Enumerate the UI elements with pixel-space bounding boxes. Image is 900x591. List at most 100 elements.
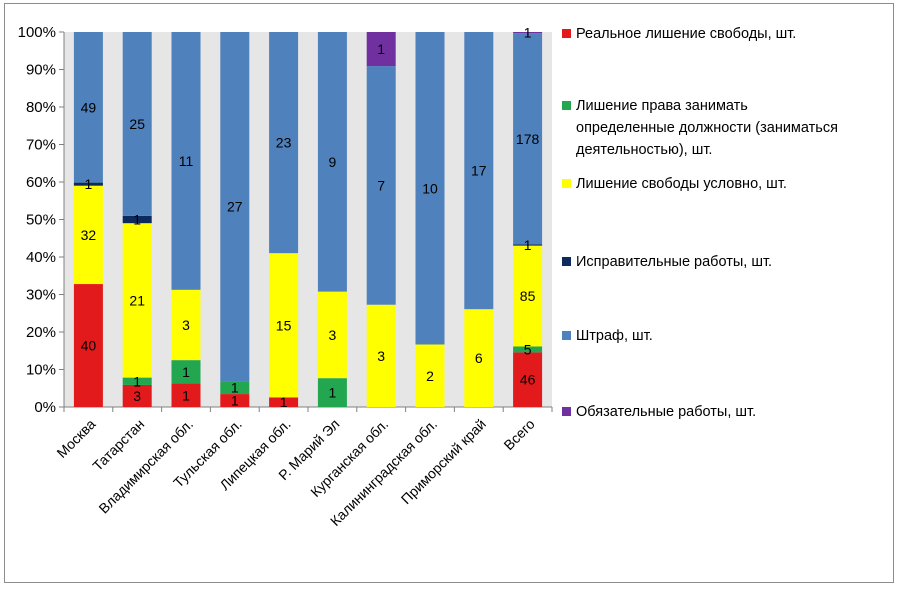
legend-label: Лишение свободы условно, шт. xyxy=(576,176,787,192)
bar-segment xyxy=(220,32,250,382)
data-label: 1 xyxy=(133,212,141,228)
data-label: 11 xyxy=(179,153,194,169)
category-label: Всего xyxy=(500,416,537,453)
bar-segment xyxy=(73,284,103,407)
data-label: 9 xyxy=(329,154,337,170)
data-label: 6 xyxy=(475,350,483,366)
data-label: 3 xyxy=(377,348,385,364)
legend-swatch xyxy=(562,179,571,188)
bar-segment xyxy=(269,253,299,398)
category-label: Москва xyxy=(53,416,98,461)
legend-label: Штраф, шт. xyxy=(576,328,653,344)
legend-label: определенные должности (заниматься xyxy=(576,120,838,136)
data-label: 1 xyxy=(231,393,239,409)
bar-segment xyxy=(366,32,396,67)
data-label: 1 xyxy=(231,380,239,396)
bar-segment xyxy=(269,32,299,254)
y-tick-label: 40% xyxy=(26,249,56,266)
bar-segment xyxy=(317,291,347,379)
data-label: 1 xyxy=(133,373,141,389)
y-tick-label: 70% xyxy=(26,137,56,154)
bar-segment xyxy=(317,378,347,407)
bar-segment xyxy=(513,33,543,245)
legend-label: Обязательные работы, шт. xyxy=(576,404,756,420)
data-label: 5 xyxy=(524,341,532,357)
y-tick-label: 80% xyxy=(26,99,56,116)
bar-segment xyxy=(220,381,250,395)
data-label: 46 xyxy=(520,372,536,388)
bar-segment xyxy=(464,309,494,407)
legend-label: Реальное лишение свободы, шт. xyxy=(576,26,796,42)
data-label: 7 xyxy=(377,177,385,193)
bar-segment xyxy=(122,384,152,407)
bar-segment xyxy=(171,360,201,384)
bar-segment xyxy=(171,289,201,361)
category-label: Приморский край xyxy=(398,416,489,507)
y-tick-label: 0% xyxy=(34,399,56,416)
data-label: 25 xyxy=(129,116,145,132)
category-label: Владимирская обл. xyxy=(95,416,196,517)
bar-segment xyxy=(513,352,543,407)
legend-label: деятельностью), шт. xyxy=(576,142,712,158)
data-label: 1 xyxy=(182,387,190,403)
y-tick-label: 90% xyxy=(26,62,56,79)
y-tick-label: 100% xyxy=(18,24,56,41)
legend-swatch xyxy=(562,257,571,266)
data-label: 17 xyxy=(471,163,487,179)
data-label: 178 xyxy=(516,131,540,147)
bar-segment xyxy=(122,223,152,378)
legend-label: Исправительные работы, шт. xyxy=(576,254,772,270)
legend-swatch xyxy=(562,331,571,340)
bar-segment xyxy=(122,32,152,216)
bar-segment xyxy=(366,66,396,305)
y-tick-label: 60% xyxy=(26,174,56,191)
data-label: 1 xyxy=(280,394,288,410)
bar-segment xyxy=(73,185,103,285)
data-label: 23 xyxy=(276,135,292,151)
legend-swatch xyxy=(562,407,571,416)
bar-segment xyxy=(415,32,445,345)
y-tick-label: 10% xyxy=(26,362,56,379)
legend-swatch xyxy=(562,29,571,38)
bar-segment xyxy=(73,32,103,183)
data-label: 21 xyxy=(129,292,145,308)
bar-segment xyxy=(366,304,396,407)
bar-segment xyxy=(171,383,201,407)
data-label: 85 xyxy=(520,288,536,304)
data-label: 49 xyxy=(81,99,97,115)
y-tick-label: 50% xyxy=(26,212,56,229)
bar-segment xyxy=(220,394,250,407)
bar-segment xyxy=(513,32,543,34)
bar-segment xyxy=(513,346,543,353)
data-label: 27 xyxy=(227,199,243,215)
bar-segment xyxy=(73,182,103,186)
data-label: 3 xyxy=(133,388,141,404)
bar-segment xyxy=(317,32,347,292)
data-label: 3 xyxy=(329,327,337,343)
data-label: 1 xyxy=(524,237,532,253)
data-label: 32 xyxy=(81,227,97,243)
data-label: 1 xyxy=(377,41,385,57)
data-label: 10 xyxy=(422,180,438,196)
data-label: 2 xyxy=(426,368,434,384)
bar-segment xyxy=(122,377,152,385)
legend-swatch xyxy=(562,101,571,110)
data-label: 1 xyxy=(329,385,337,401)
data-label: 1 xyxy=(182,364,190,380)
data-label: 15 xyxy=(276,317,292,333)
bar-segment xyxy=(513,244,543,246)
bar-segment xyxy=(269,397,299,407)
data-label: 40 xyxy=(81,338,97,354)
y-tick-label: 30% xyxy=(26,287,56,304)
data-label: 1 xyxy=(85,176,93,192)
data-label: 3 xyxy=(182,317,190,333)
bar-segment xyxy=(171,32,201,290)
data-label: 1 xyxy=(524,25,532,41)
bar-segment xyxy=(464,32,494,310)
bar-segment xyxy=(513,245,543,347)
legend-label: Лишение права занимать xyxy=(576,98,748,114)
bar-segment xyxy=(122,215,152,224)
y-tick-label: 20% xyxy=(26,324,56,341)
bar-segment xyxy=(415,344,445,407)
